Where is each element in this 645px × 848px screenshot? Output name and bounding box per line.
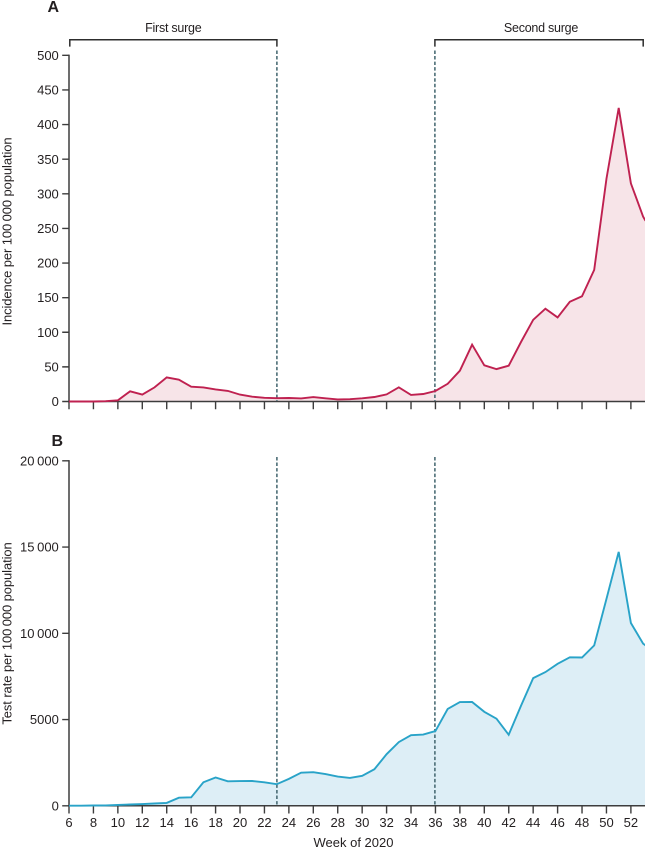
svg-text:0: 0: [52, 798, 59, 813]
svg-text:38: 38: [453, 815, 467, 830]
svg-text:52: 52: [624, 815, 638, 830]
svg-text:30: 30: [355, 815, 369, 830]
svg-text:First surge: First surge: [145, 21, 202, 35]
svg-text:300: 300: [37, 186, 59, 201]
svg-text:400: 400: [37, 117, 59, 132]
svg-text:14: 14: [159, 815, 173, 830]
svg-text:50: 50: [599, 815, 613, 830]
svg-text:48: 48: [575, 815, 589, 830]
svg-text:50: 50: [44, 359, 58, 374]
svg-text:28: 28: [330, 815, 344, 830]
svg-text:450: 450: [37, 83, 59, 98]
svg-text:40: 40: [477, 815, 491, 830]
svg-text:26: 26: [306, 815, 320, 830]
svg-text:5000: 5000: [30, 712, 59, 727]
svg-text:A: A: [48, 0, 60, 16]
svg-text:34: 34: [404, 815, 418, 830]
svg-text:20: 20: [233, 815, 247, 830]
svg-text:100: 100: [37, 325, 59, 340]
svg-text:16: 16: [184, 815, 198, 830]
svg-text:6: 6: [65, 815, 72, 830]
svg-text:B: B: [52, 433, 64, 450]
svg-text:18: 18: [208, 815, 222, 830]
svg-text:200: 200: [37, 256, 59, 271]
svg-text:42: 42: [502, 815, 516, 830]
svg-text:Incidence per 100 000 populati: Incidence per 100 000 population: [0, 137, 15, 325]
svg-text:32: 32: [379, 815, 393, 830]
svg-text:12: 12: [135, 815, 149, 830]
svg-text:250: 250: [37, 221, 59, 236]
svg-text:46: 46: [550, 815, 564, 830]
svg-text:10: 10: [111, 815, 125, 830]
svg-text:0: 0: [52, 394, 59, 409]
svg-text:Week of 2020: Week of 2020: [314, 835, 394, 848]
svg-text:Second surge: Second surge: [504, 21, 578, 35]
svg-text:22: 22: [257, 815, 271, 830]
svg-text:24: 24: [282, 815, 296, 830]
svg-text:350: 350: [37, 152, 59, 167]
svg-text:150: 150: [37, 290, 59, 305]
svg-text:500: 500: [37, 48, 59, 63]
svg-text:20 000: 20 000: [20, 453, 59, 468]
svg-text:Test rate per 100 000 populati: Test rate per 100 000 population: [0, 542, 15, 724]
svg-text:44: 44: [526, 815, 540, 830]
svg-text:8: 8: [90, 815, 97, 830]
svg-text:10 000: 10 000: [20, 626, 59, 641]
svg-text:36: 36: [428, 815, 442, 830]
svg-text:15 000: 15 000: [20, 540, 59, 555]
